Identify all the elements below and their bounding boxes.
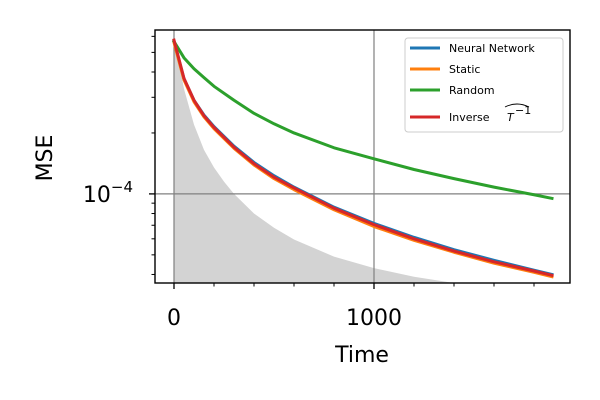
legend-math-exponent: −1	[515, 104, 531, 117]
plot-frame	[154, 29, 571, 284]
legend-math-T: T	[507, 111, 515, 124]
x-axis-label: Time	[334, 343, 389, 368]
plot-area	[154, 29, 571, 284]
legend-label-3: Inverse	[449, 111, 490, 124]
legend-box	[404, 37, 564, 133]
y-axis-label: MSE	[33, 135, 58, 182]
x-tick-label-0: 0	[167, 306, 181, 331]
y-axis: 10−4	[83, 35, 155, 275]
legend-label-1: Static	[449, 63, 480, 76]
legend-label-2: Random	[449, 84, 495, 97]
x-tick-label-1: 1000	[346, 306, 402, 331]
legend: Neural Network Static Random Inverse T−1	[404, 37, 564, 133]
y-tick-label-0: 10−4	[83, 178, 133, 208]
series-line-2	[171, 39, 554, 201]
x-axis: 0 1000	[167, 283, 535, 331]
legend-label-0: Neural Network	[449, 42, 535, 55]
legend-math-hat	[504, 103, 530, 108]
shaded-area	[174, 36, 454, 283]
series-line-3	[172, 38, 554, 278]
